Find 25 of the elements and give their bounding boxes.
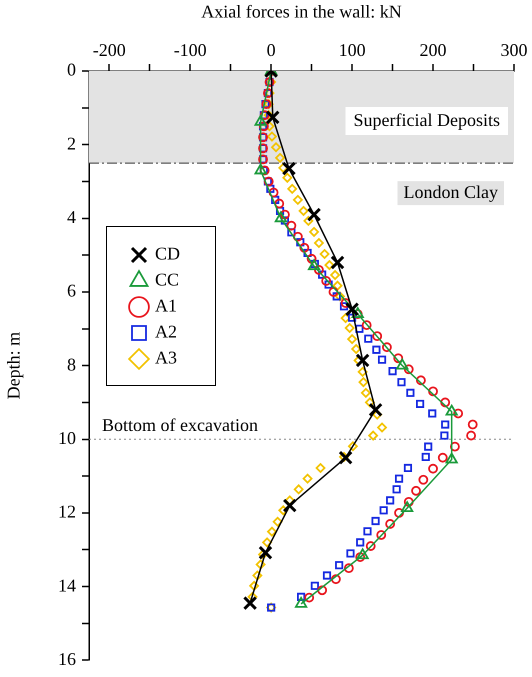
legend-label: A1 [155,296,177,316]
y-tick-label: 16 [58,648,76,669]
legend-label: A2 [155,322,177,342]
y-tick-label: 4 [67,207,76,228]
y-tick-label: 2 [67,133,76,154]
y-axis-title: Depth: m [4,332,24,400]
x-tick-label: 300 [500,40,528,60]
ref-line-label: Bottom of excavation [102,414,258,435]
x-tick-label: 100 [338,40,366,60]
band-label: Superficial Deposits [354,110,500,130]
legend-label: CC [155,270,180,290]
legend-label: CD [155,244,180,264]
y-tick-label: 12 [58,502,76,522]
x-tick-label: -200 [92,40,126,60]
y-tick-label: 0 [67,60,76,80]
y-tick-label: 6 [67,280,76,301]
ref-line-label: London Clay [404,182,498,202]
y-tick-label: 10 [58,428,76,448]
x-tick-label: -100 [174,40,207,60]
legend-label: A3 [155,348,177,368]
x-tick-label: 0 [266,40,276,60]
y-tick-label: 14 [58,575,76,596]
y-tick-label: 8 [67,354,76,374]
x-tick-label: 200 [420,40,447,60]
x-axis-title: Axial forces in the wall: kN [201,2,402,22]
